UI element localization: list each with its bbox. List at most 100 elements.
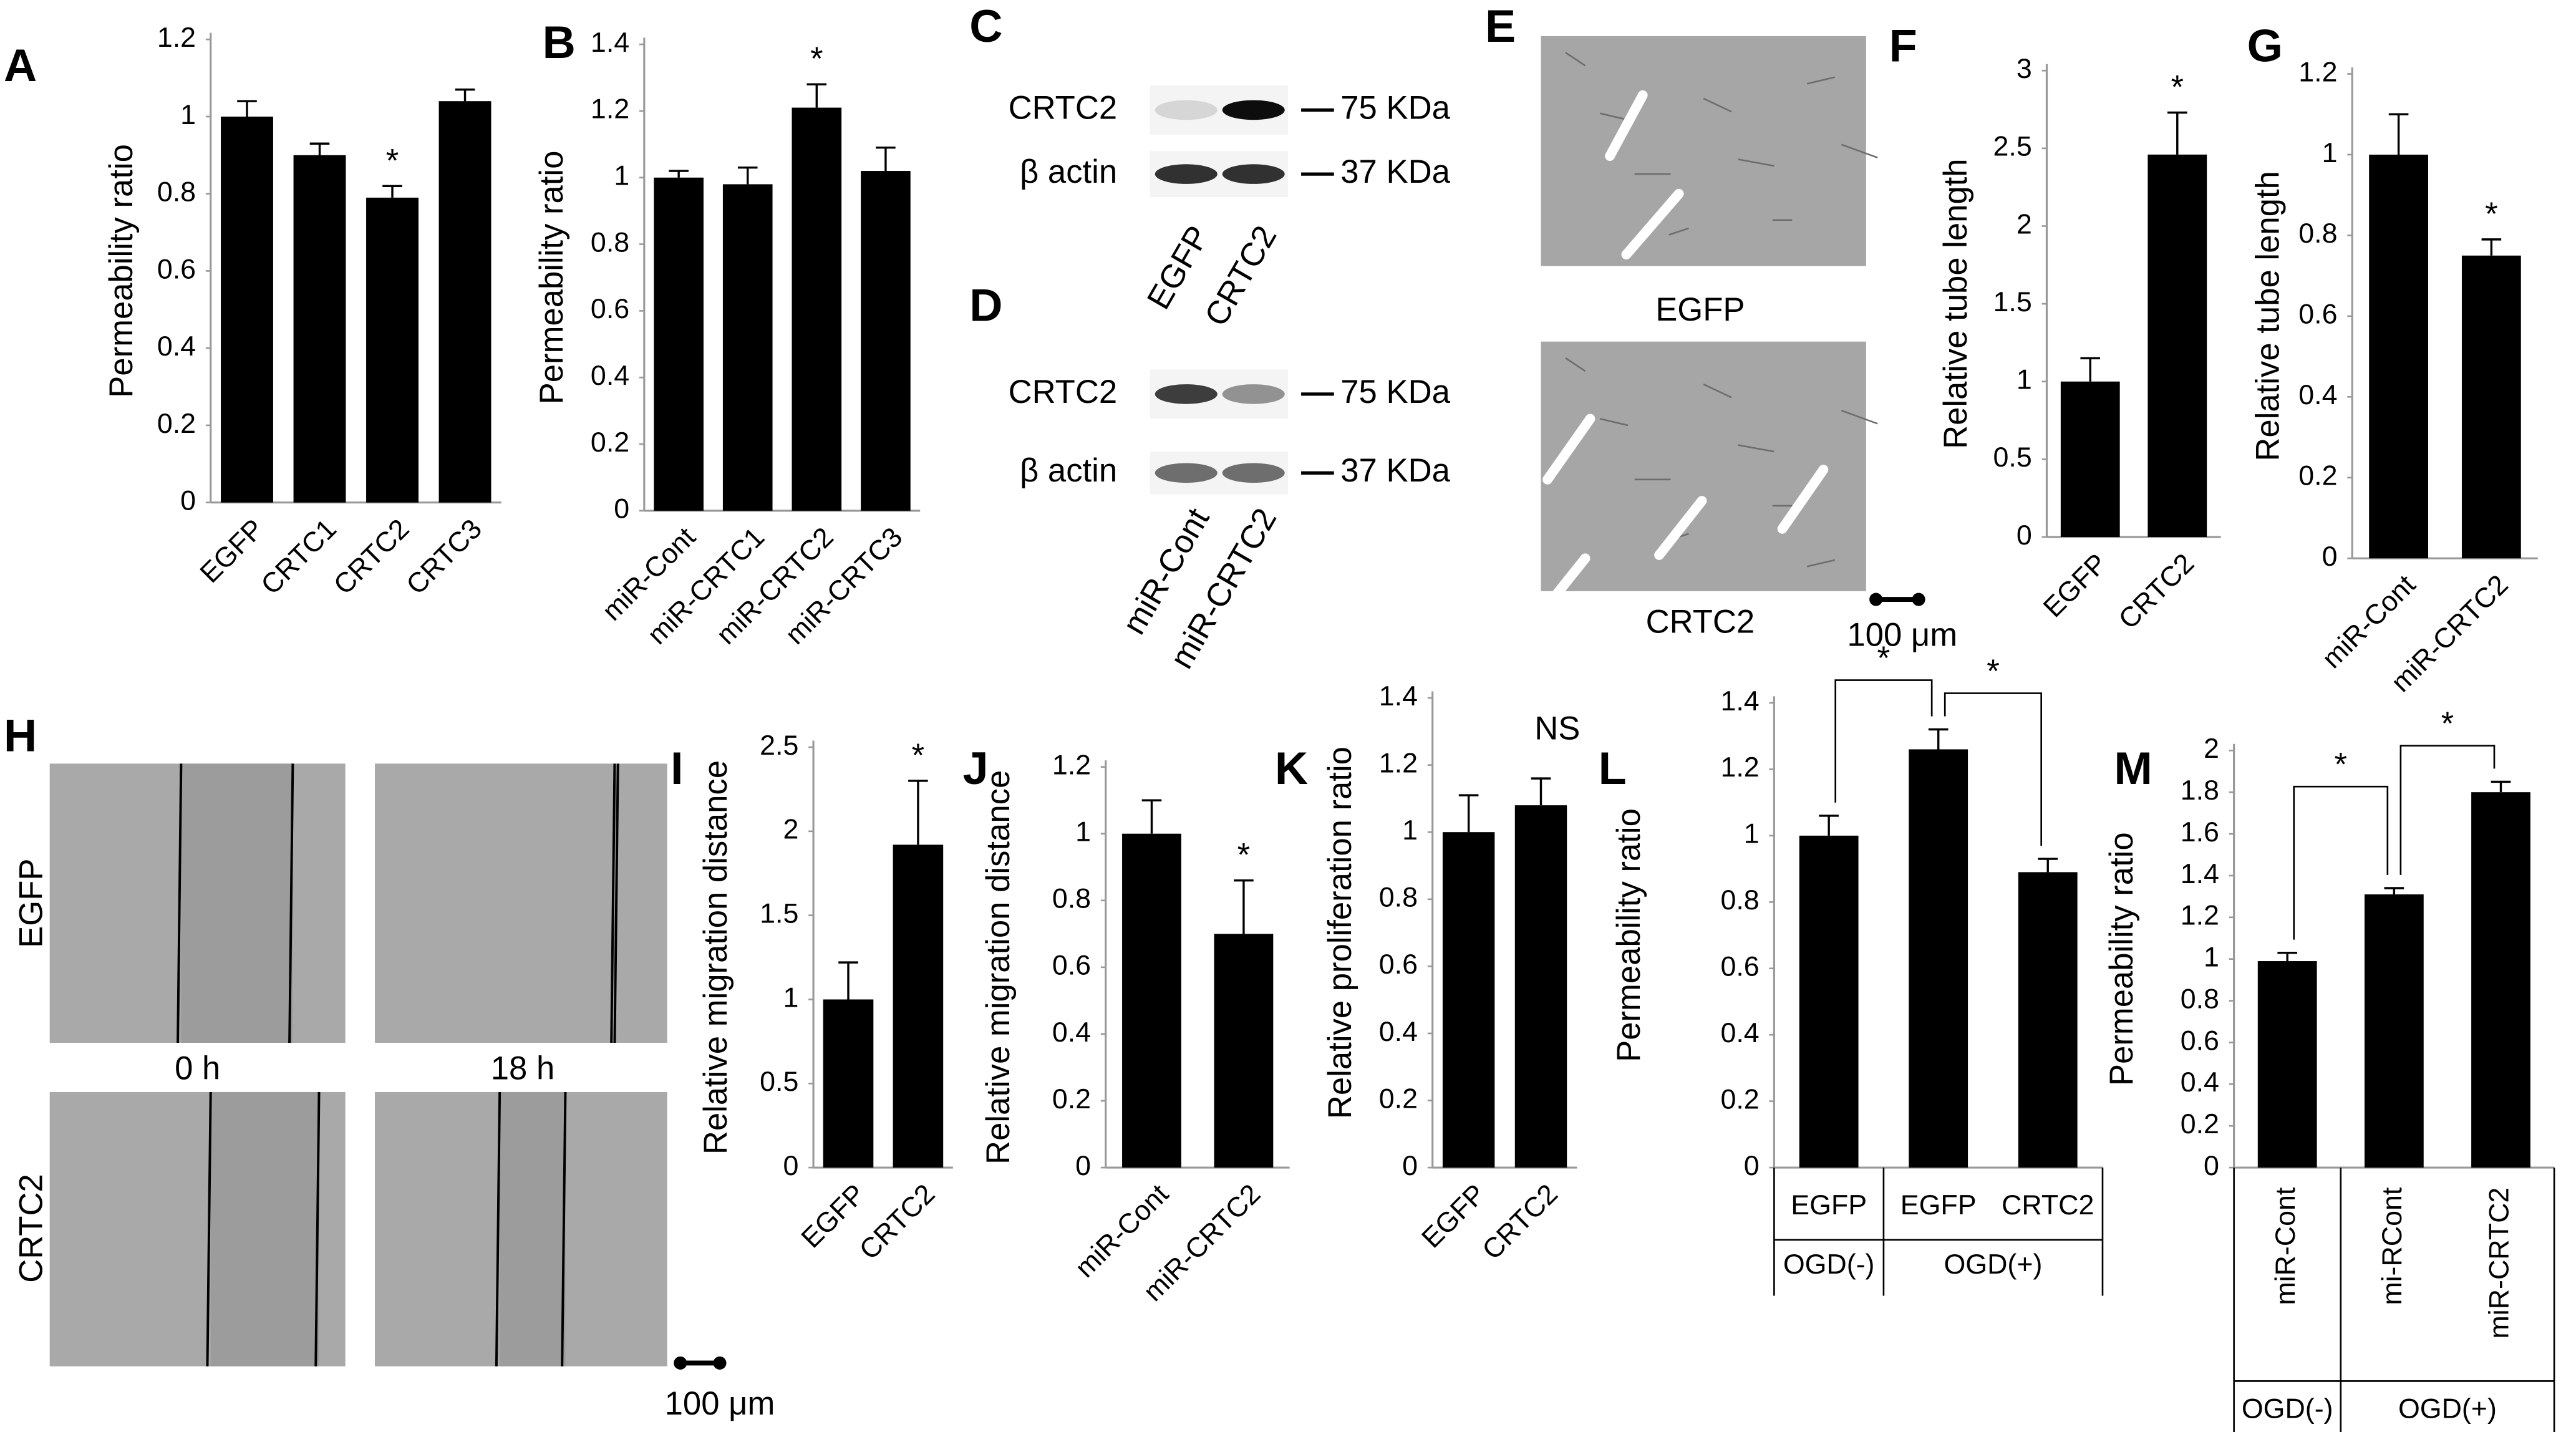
error-bar [1458,794,1479,833]
blot-band [1222,100,1285,120]
annotation: NS [1534,710,1580,747]
scale-dot [674,1356,687,1370]
error-bar [455,88,475,102]
y-tick-label: 0 [2204,1150,2219,1181]
error-bar [669,170,689,178]
panel-letter: M [2114,742,2152,794]
texture [1841,143,1878,159]
image-label: CRTC2 [1646,603,1755,640]
y-tick-label: 0.4 [2298,379,2337,410]
y-tick-label: 0.4 [1379,1016,1418,1047]
panel-letter: I [671,742,683,794]
texture [1565,357,1586,372]
x-tick-label: mi-RCont [2376,1187,2408,1305]
arrow [1621,188,1684,260]
wound-edge [610,763,616,1043]
y-axis-label: Permeability ratio [103,144,140,398]
error-bar [2388,113,2409,155]
y-tick-label: 1 [1744,818,1760,849]
y-tick-label: 0.8 [2181,983,2219,1014]
y-tick-label: 0.2 [1052,1083,1091,1115]
y-tick-label: 0.2 [1720,1083,1759,1115]
significance: * [386,142,399,179]
y-tick-label: 1.2 [1379,747,1418,778]
wound-edge [206,1091,212,1367]
panel-letter: J [963,742,989,794]
y-tick-label: 0.5 [760,1066,798,1097]
y-tick-label: 2.5 [1993,131,2032,162]
wound-area [210,1091,319,1367]
y-tick-label: 0 [783,1150,798,1181]
comparison-bracket [2399,745,2496,875]
y-tick-label: 1.5 [760,897,798,929]
group-label: OGD(+) [2398,1393,2497,1425]
panel-letter: B [543,16,576,68]
y-tick-label: 1.5 [1993,286,2032,317]
y-tick-label: 1 [2322,137,2338,168]
y-tick-label: 1.2 [157,22,196,53]
y-tick-label: 0.8 [591,226,629,258]
bar [2060,381,2120,537]
scale-label: 100 μm [1847,617,1957,654]
blot-band [1155,384,1218,404]
y-tick-label: 0.8 [1052,883,1091,914]
y-tick-label: 1 [1075,816,1091,848]
error-bar [1928,728,1949,750]
marker-label: 37 KDa [1340,153,1450,190]
row-label: CRTC2 [1009,374,1118,410]
y-tick-label: 1 [2017,364,2032,395]
y-axis-label: Permeability ratio [533,151,570,405]
texture [1565,52,1586,67]
y-tick-label: 1.4 [1720,685,1759,717]
y-tick-label: 2 [2017,208,2032,239]
bar [1909,749,1968,1168]
y-tick-label: 1.6 [2181,816,2219,848]
y-axis-label: Permeability ratio [2103,832,2140,1086]
bar [861,171,911,511]
y-tick-label: 0.8 [157,177,196,208]
significance: * [1237,837,1251,874]
image-label: EGFP [1655,291,1745,328]
time-label: 0 h [175,1050,220,1087]
error-bar [1531,777,1551,806]
blot-band [1222,164,1285,184]
blot-band [1155,100,1218,120]
bar [2147,154,2207,537]
wound-edge [314,1091,321,1367]
y-tick-label: 0.8 [2298,218,2337,249]
arrow [1605,90,1648,162]
texture [1806,76,1836,85]
arrow [1547,553,1591,604]
bar [893,844,944,1168]
group-label: OGD(-) [2242,1393,2333,1425]
arrow [1654,496,1707,560]
y-tick-label: 0 [1744,1150,1760,1181]
texture [1841,410,1878,425]
comparison-bracket [1834,679,1933,803]
bar [1122,833,1181,1168]
wound-edge [561,1091,567,1367]
panel-letter: L [1599,742,1627,794]
scale-dot [713,1356,727,1370]
y-tick-label: 1.8 [2181,775,2219,806]
y-tick-label: 0.6 [1052,950,1091,981]
y-tick-label: 2.5 [760,730,798,761]
error-bar [309,142,330,155]
y-tick-label: 1 [614,160,629,191]
significance: * [810,41,823,77]
error-bar [1141,799,1162,834]
error-bar [2038,858,2058,873]
significance: * [2441,705,2454,742]
y-axis-label: Permeability ratio [1610,808,1647,1062]
wound-edge [495,1091,501,1367]
error-bar [908,780,928,845]
error-bar [2384,887,2404,895]
comparison-bracket [1944,692,2043,846]
texture [1738,444,1775,453]
y-tick-label: 1.4 [1379,680,1418,712]
bar [1442,832,1495,1168]
y-tick-label: 0.6 [2181,1025,2219,1056]
panel-letter: D [969,279,1002,331]
